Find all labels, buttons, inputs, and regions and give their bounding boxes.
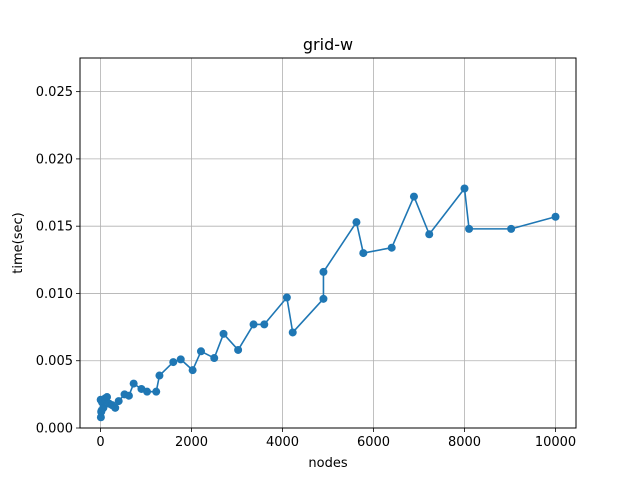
x-tick-label: 0 (96, 435, 104, 450)
data-point (99, 403, 108, 412)
data-point (103, 393, 112, 402)
data-point (387, 243, 396, 252)
x-tick-label: 10000 (535, 435, 576, 450)
data-point (260, 320, 269, 329)
y-axis-label: time(sec) (11, 212, 26, 273)
x-tick-label: 8000 (448, 435, 481, 450)
ticks: 0 2000 4000 6000 8000 10000 0.000 0.005 0.010 0.0… (36, 85, 576, 450)
data-point (176, 355, 185, 364)
data-point (319, 294, 328, 303)
data-point (111, 403, 120, 412)
y-tick-label: 0.010 (36, 287, 73, 302)
chart-title: grid-w (303, 35, 353, 54)
data-point (282, 293, 291, 302)
data-point (152, 387, 161, 396)
y-tick-label: 0.025 (36, 85, 73, 100)
data-point (124, 391, 133, 400)
data-point (507, 224, 516, 233)
data-point (288, 328, 297, 337)
data-point (155, 371, 164, 380)
data-point (249, 320, 258, 329)
data-point (169, 358, 178, 367)
x-axis-label: nodes (308, 456, 347, 471)
x-tick-label: 2000 (175, 435, 208, 450)
y-tick-label: 0.000 (36, 422, 73, 437)
data-point (219, 329, 228, 338)
series-layer (96, 184, 560, 422)
data-point (210, 354, 219, 363)
data-point (196, 347, 205, 356)
x-tick-label: 6000 (357, 435, 390, 450)
data-point (188, 366, 197, 375)
data-point (425, 230, 434, 239)
data-point (460, 184, 469, 193)
data-point (234, 345, 243, 354)
data-point (114, 397, 123, 406)
y-tick-label: 0.020 (36, 152, 73, 167)
plot-frame (79, 57, 577, 429)
x-tick-label: 4000 (266, 435, 299, 450)
y-tick-label: 0.015 (36, 220, 73, 235)
data-point (129, 379, 138, 388)
data-point (359, 249, 368, 258)
data-point (143, 387, 152, 396)
data-point (465, 224, 474, 233)
data-point (352, 218, 361, 227)
y-tick-label: 0.005 (36, 354, 73, 369)
data-point (551, 212, 560, 221)
data-point (319, 267, 328, 276)
data-point (409, 192, 418, 201)
